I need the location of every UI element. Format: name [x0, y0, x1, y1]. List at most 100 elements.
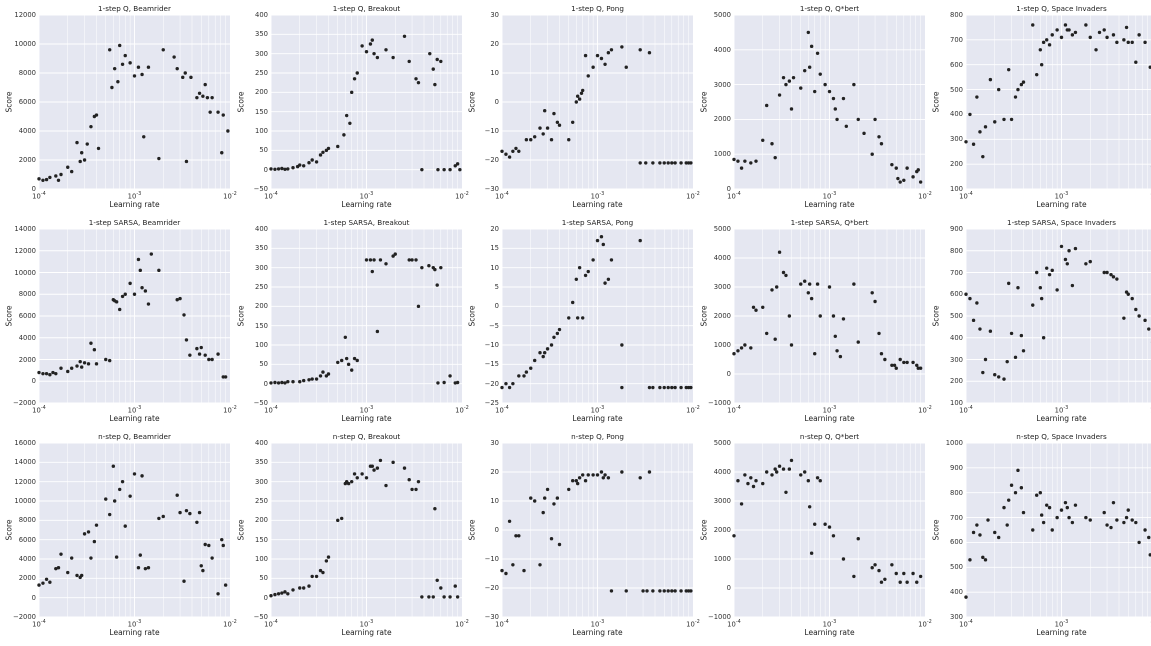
data-point	[651, 161, 655, 165]
data-point	[1021, 510, 1026, 515]
data-point	[439, 586, 443, 590]
x-axis-label: Learning rate	[341, 200, 392, 209]
y-tick-label: 2000	[18, 574, 36, 583]
data-point	[975, 301, 979, 305]
data-point	[86, 362, 91, 366]
data-point	[201, 94, 205, 98]
y-tick-label: 3000	[713, 497, 731, 505]
data-point	[500, 568, 504, 573]
data-point	[307, 378, 311, 382]
data-point	[504, 152, 508, 156]
data-point	[402, 466, 407, 470]
data-point	[433, 82, 437, 87]
data-point	[1035, 493, 1039, 497]
data-point	[898, 580, 902, 584]
y-tick-label: −20	[484, 584, 499, 592]
data-point	[340, 358, 344, 363]
x-axis-label: Learning rate	[804, 414, 855, 423]
y-tick-label: 300	[255, 49, 268, 58]
data-point	[1126, 292, 1130, 296]
data-point	[818, 314, 822, 318]
data-point	[1088, 259, 1092, 264]
data-point	[146, 566, 151, 570]
x-tick-base: 10	[223, 406, 232, 415]
data-point	[993, 373, 997, 377]
data-point	[911, 360, 915, 365]
data-point	[541, 132, 545, 136]
data-point	[92, 539, 97, 544]
data-point	[777, 93, 782, 97]
data-point	[197, 510, 202, 515]
data-point	[1047, 43, 1052, 47]
data-point	[638, 48, 642, 52]
data-point	[507, 385, 512, 390]
data-point	[781, 467, 786, 471]
data-point	[1045, 503, 1049, 507]
data-point	[273, 380, 277, 385]
x-tick-exponent: -2	[694, 191, 700, 197]
data-point	[968, 558, 972, 562]
data-point	[968, 296, 972, 301]
y-tick-label: 100	[950, 399, 963, 407]
data-point	[1063, 23, 1068, 27]
x-tick-label: 10-4	[727, 191, 741, 200]
data-point	[517, 374, 521, 378]
data-point	[827, 525, 832, 529]
data-point	[414, 487, 418, 492]
data-point	[743, 473, 747, 477]
data-point	[283, 167, 287, 171]
data-point	[586, 473, 590, 477]
data-point	[448, 374, 452, 378]
x-axis-label: Learning rate	[109, 414, 160, 423]
data-point	[375, 329, 380, 334]
data-point	[835, 349, 839, 353]
x-tick-exponent: -3	[599, 191, 605, 197]
data-point	[1130, 40, 1134, 45]
data-point	[971, 142, 976, 146]
data-point	[799, 86, 803, 90]
x-tick-base: 10	[959, 620, 968, 629]
x-tick-label: 10-2	[455, 405, 469, 414]
y-tick-label: 800	[950, 488, 963, 497]
data-point	[1038, 286, 1043, 290]
data-point	[1059, 35, 1064, 40]
data-point	[879, 580, 884, 584]
y-axis-label: Score	[931, 519, 941, 541]
data-point	[770, 288, 774, 292]
data-point	[112, 499, 117, 503]
y-tick-label: −10	[484, 341, 499, 349]
data-point	[545, 487, 550, 492]
data-point	[543, 109, 547, 113]
data-point	[736, 479, 740, 483]
y-tick-label: 2000	[713, 526, 731, 534]
y-tick-label: 6000	[18, 535, 36, 544]
data-point	[916, 366, 920, 370]
data-point	[751, 484, 756, 489]
data-point	[143, 289, 148, 293]
y-tick-label: 500	[950, 563, 963, 572]
data-point	[280, 591, 284, 595]
data-point	[123, 292, 127, 296]
data-point	[761, 138, 765, 142]
chart-title: 1-step Q, Space Invaders	[1016, 4, 1107, 13]
data-point	[557, 123, 562, 127]
data-point	[326, 555, 331, 559]
data-point	[188, 353, 192, 357]
data-point	[809, 551, 814, 555]
data-point	[360, 472, 364, 476]
data-point	[1009, 483, 1014, 487]
data-point	[92, 348, 97, 352]
data-point	[336, 144, 340, 149]
data-point	[806, 291, 811, 295]
data-point	[142, 135, 146, 139]
data-point	[673, 161, 677, 165]
data-point	[784, 82, 788, 87]
data-point	[1063, 257, 1068, 262]
y-tick-label: 300	[950, 135, 963, 144]
data-point	[1122, 520, 1126, 525]
data-point	[813, 352, 817, 356]
y-tick-label: 100	[255, 341, 268, 349]
data-point	[208, 110, 212, 114]
